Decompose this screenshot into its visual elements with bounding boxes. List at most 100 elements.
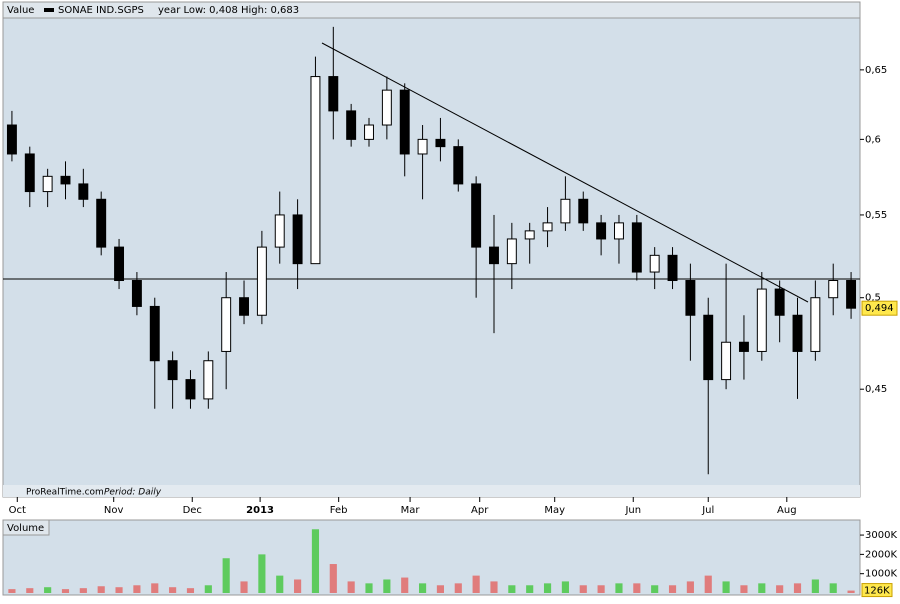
x-tick-label: Apr (471, 505, 489, 516)
candle-body (78, 183, 89, 200)
candle-body (471, 183, 482, 248)
volume-bar (793, 583, 802, 593)
candle-body (399, 89, 410, 155)
candle-body (721, 341, 732, 381)
volume-bar (436, 585, 444, 593)
candle-body (203, 360, 214, 400)
y-tick-label: 0,6 (865, 134, 881, 145)
candle-body (274, 214, 285, 248)
volume-bar (26, 588, 34, 593)
y-tick-label: 0,55 (865, 210, 887, 221)
volume-bar (44, 587, 52, 593)
candle-body (738, 341, 749, 352)
volume-bar (526, 585, 534, 593)
volume-bar (668, 585, 677, 593)
volume-bar (651, 585, 659, 593)
volume-bar (222, 558, 230, 593)
x-tick-label: Oct (9, 505, 26, 516)
candle-body (453, 146, 464, 185)
volume-bar (383, 579, 391, 593)
candle-body (792, 314, 803, 352)
x-tick-label: Dec (183, 505, 202, 516)
volume-bar (633, 583, 641, 593)
footer-strip (3, 485, 860, 497)
panel-title: Value (7, 5, 34, 16)
candle-body (96, 198, 107, 248)
candle-body (310, 76, 321, 265)
candle-body (649, 254, 660, 273)
candle-body (506, 238, 517, 265)
candle-body (846, 280, 857, 309)
volume-bar (186, 588, 195, 593)
x-tick-label: Mar (401, 505, 421, 516)
last-volume-label: 126K (864, 586, 890, 597)
candle-body (524, 230, 535, 240)
volume-bar (829, 583, 837, 593)
volume-bar (508, 585, 516, 593)
candle-body (435, 138, 446, 148)
candle-body (596, 222, 607, 240)
x-tick-label: May (544, 505, 565, 516)
y-tick-label: 3000K (865, 530, 897, 541)
candle-body (114, 246, 125, 282)
volume-bar (490, 581, 498, 593)
x-tick-label: Jul (701, 505, 714, 516)
candle-body (24, 153, 35, 193)
legend-swatch (44, 8, 54, 12)
volume-bar (543, 583, 552, 593)
y-tick-label: 0,5 (865, 293, 881, 304)
volume-bar (133, 585, 141, 593)
candle-body (542, 222, 553, 232)
volume-bar (686, 581, 694, 593)
volume-bar (579, 585, 587, 593)
volume-bar (97, 586, 105, 593)
last-value-box (861, 300, 898, 316)
candle-body (239, 297, 249, 316)
price-panel (2, 17, 861, 498)
candle-body (417, 138, 428, 155)
candle-body (756, 288, 767, 352)
volume-bar (240, 581, 248, 593)
candle-body (828, 280, 839, 299)
candle-body (364, 124, 374, 140)
volume-bar (329, 564, 337, 593)
candle-body (381, 89, 392, 126)
y-tick-label: 0,65 (865, 65, 887, 76)
volume-bar (365, 583, 373, 593)
candle-body (489, 246, 499, 265)
candle-body (614, 222, 624, 240)
volume-bar (597, 585, 605, 593)
candle-body (6, 124, 17, 155)
candle-body (185, 379, 196, 400)
candle-body (346, 110, 357, 140)
y-tick-label: 1000K (865, 569, 897, 580)
x-tick-label: Nov (104, 505, 124, 516)
volume-bar (347, 581, 355, 593)
volume-bar (294, 579, 302, 593)
candle-body (667, 254, 678, 282)
volume-bar (472, 575, 480, 593)
volume-bar (615, 583, 623, 593)
volume-bar (276, 575, 284, 593)
volume-bar (704, 575, 712, 593)
volume-bar (758, 583, 766, 593)
volume-bar (61, 589, 70, 593)
volume-bar (776, 585, 784, 593)
period: Period: Daily (104, 488, 162, 498)
volume-bar (419, 583, 427, 593)
candle-body (292, 214, 303, 265)
volume-bar (169, 587, 177, 593)
x-tick-label: Aug (777, 505, 797, 516)
candle-body (221, 297, 232, 352)
last-volume-box (861, 583, 893, 598)
candle-body (810, 297, 821, 352)
volume-bar (258, 554, 266, 593)
candle-body (42, 175, 53, 193)
y-tick-label: 2000K (865, 549, 897, 560)
volume-bar (811, 579, 819, 593)
candle-body (256, 246, 267, 316)
candle-body (167, 360, 178, 381)
x-tick-label: 2013 (246, 505, 274, 516)
subtitle: year Low: 0,408 High: 0,683 (158, 5, 299, 16)
